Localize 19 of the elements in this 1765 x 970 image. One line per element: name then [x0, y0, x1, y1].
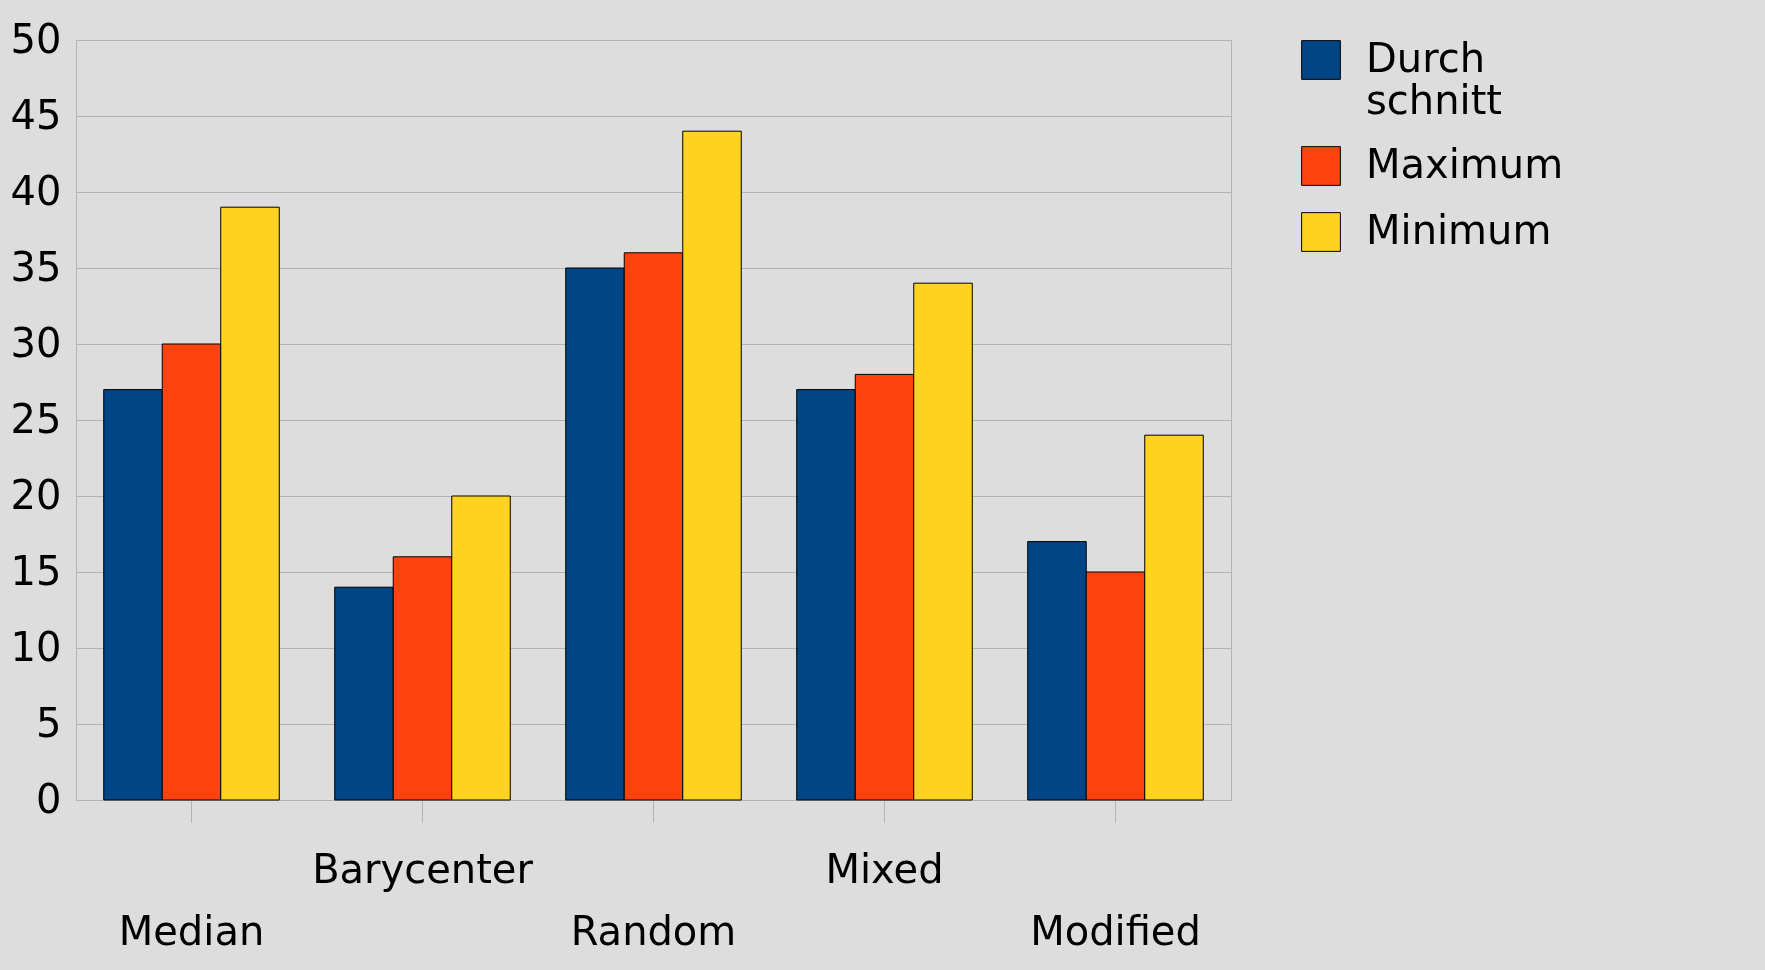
x-tick-label: Median: [118, 907, 265, 954]
y-tick-label: 35: [10, 243, 62, 290]
legend-label: Durch schnitt: [1366, 35, 1503, 123]
x-tick-label: Mixed: [825, 845, 944, 892]
x-tick-label: Modified: [1030, 907, 1201, 954]
y-tick-label: 50: [10, 15, 62, 62]
x-tick-label: Random: [570, 907, 737, 954]
x-tick-label: Barycenter: [312, 845, 534, 892]
y-tick-label: 0: [36, 775, 62, 822]
y-tick-label: 30: [10, 319, 62, 366]
y-tick-label: 10: [10, 623, 62, 670]
legend-label: Maximum: [1366, 141, 1564, 187]
y-tick-label: 45: [10, 91, 62, 138]
y-tick-label: 15: [10, 547, 62, 594]
legend-label: Minimum: [1366, 207, 1552, 253]
y-tick-label: 40: [10, 167, 62, 214]
y-tick-label: 5: [36, 699, 62, 746]
y-tick-label: 20: [10, 471, 62, 518]
y-tick-label: 25: [10, 395, 62, 442]
